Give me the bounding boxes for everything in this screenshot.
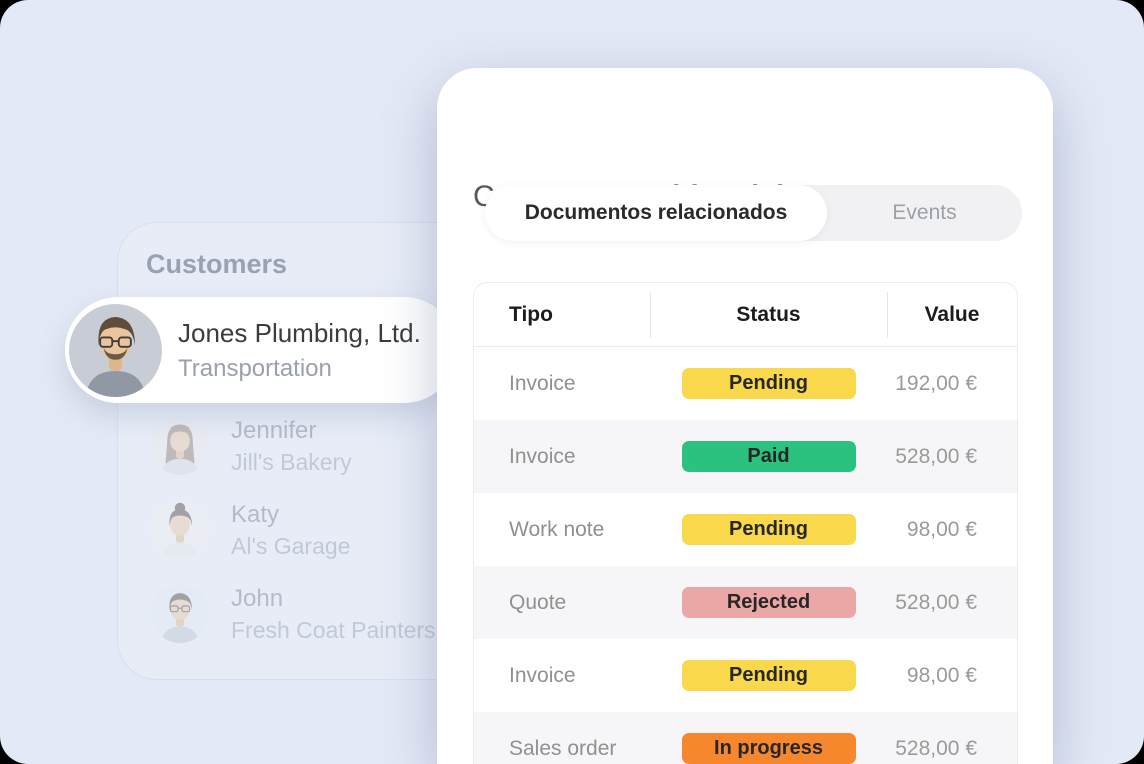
customer-list: Jennifer Jill's Bakery Katy Al's Garage (118, 404, 714, 656)
customers-panel-title: Customers (146, 249, 288, 279)
customer-avatar (151, 501, 209, 559)
document-type-cell: Quote (509, 590, 567, 614)
selected-customer-name: Jones Plumbing, Ltd. (178, 317, 421, 348)
status-badge: Pending (681, 514, 856, 545)
status-badge: Pending (681, 660, 856, 691)
tab-documentos-relacionados[interactable]: Documentos relacionados (485, 185, 827, 241)
document-table-row[interactable]: Invoice Pending 192,00 € (474, 347, 1017, 420)
status-badge: In progress (681, 733, 856, 764)
customer-list-item[interactable]: Katy Al's Garage (118, 488, 714, 572)
customer-detail-panel: Customer David Walsh Documentos relacion… (437, 68, 1053, 764)
document-table-row[interactable]: Sales order In progress 528,00 € (474, 712, 1017, 764)
customer-company: Jill's Bakery (231, 448, 352, 475)
column-header-tipo: Tipo (509, 302, 553, 326)
document-type-cell: Sales order (509, 736, 617, 760)
document-type-cell: Invoice (509, 444, 576, 468)
customer-list-item[interactable]: Jennifer Jill's Bakery (118, 404, 714, 488)
document-value-cell: 98,00 € (906, 517, 977, 541)
tab-events[interactable]: Events (892, 201, 957, 224)
customer-avatar (151, 585, 209, 643)
customer-name: John (231, 584, 284, 612)
status-badge: Paid (681, 441, 856, 472)
documents-table: Tipo Status Value Invoice Pending 192,00… (473, 282, 1018, 764)
customer-avatar (69, 303, 162, 397)
status-badge: Pending (681, 368, 856, 399)
status-badge: Rejected (681, 587, 856, 618)
customer-name: Jennifer (231, 416, 317, 444)
document-type-cell: Invoice (509, 371, 576, 395)
column-header-value: Value (887, 303, 1017, 327)
document-type-cell: Work note (509, 517, 605, 541)
customer-company: Al's Garage (231, 532, 351, 559)
column-header-status: Status (650, 303, 887, 327)
document-type-cell: Invoice (509, 663, 576, 687)
selected-customer-row[interactable]: Jones Plumbing, Ltd. Transportation (65, 297, 457, 403)
document-value-cell: 98,00 € (906, 663, 977, 687)
person-avatar-icon (151, 501, 209, 559)
table-header: Tipo Status Value (474, 283, 1017, 347)
person-avatar-icon (151, 585, 209, 643)
document-table-row[interactable]: Quote Rejected 528,00 € (474, 566, 1017, 639)
document-table-row[interactable]: Invoice Paid 528,00 € (474, 420, 1017, 493)
person-avatar-icon (151, 417, 209, 475)
selected-customer-company: Transportation (178, 354, 332, 382)
document-table-row[interactable]: Invoice Pending 98,00 € (474, 639, 1017, 712)
customer-name: Katy (231, 500, 280, 528)
document-value-cell: 528,00 € (895, 736, 977, 760)
person-avatar-icon (69, 303, 162, 397)
tab-bar: Documentos relacionados Events (485, 185, 1022, 241)
document-value-cell: 192,00 € (895, 371, 977, 395)
document-table-row[interactable]: Work note Pending 98,00 € (474, 493, 1017, 566)
document-value-cell: 528,00 € (895, 590, 977, 614)
document-value-cell: 528,00 € (895, 444, 977, 468)
table-body: Invoice Pending 192,00 € Invoice Paid 52… (474, 347, 1017, 764)
customer-avatar (151, 417, 209, 475)
